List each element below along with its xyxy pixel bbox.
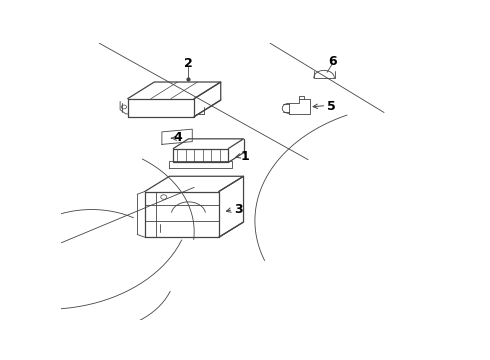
Text: 1: 1 — [241, 150, 249, 163]
Text: 4: 4 — [173, 131, 182, 144]
Text: 2: 2 — [184, 58, 193, 71]
Text: 5: 5 — [327, 100, 336, 113]
Text: 6: 6 — [328, 55, 337, 68]
Text: 3: 3 — [234, 203, 243, 216]
